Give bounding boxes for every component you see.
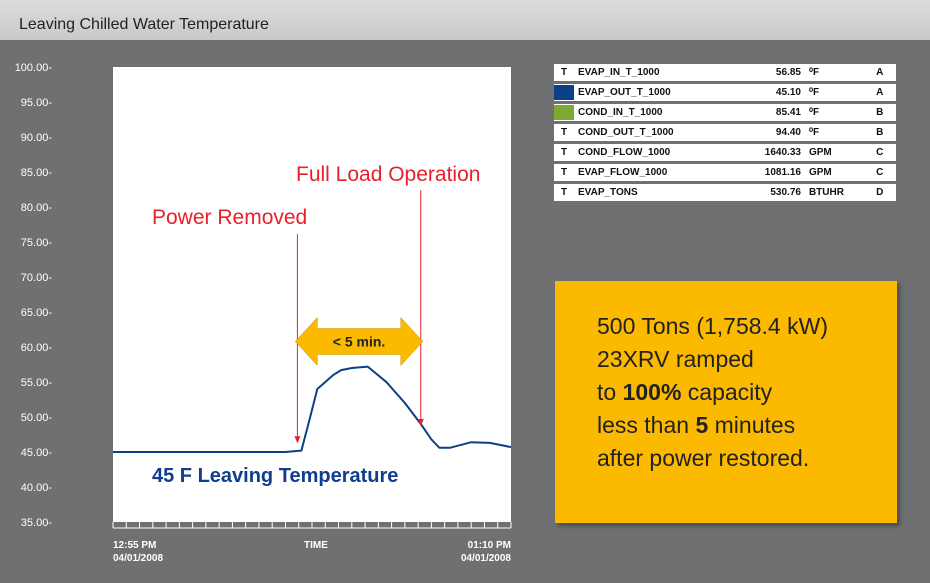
- annotation-leaving-temp: 45 F Leaving Temperature: [152, 465, 398, 487]
- y-tick-label: 65.00-: [21, 307, 53, 319]
- window-title: Leaving Chilled Water Temperature: [0, 0, 930, 40]
- y-axis: 100.00- 95.00- 90.00- 85.00- 80.00- 75.00- 70.…: [15, 62, 53, 529]
- legend-name: EVAP_TONS: [574, 184, 736, 201]
- legend-group: C: [872, 144, 896, 161]
- y-tick-label: 85.00-: [21, 167, 53, 179]
- legend-value: 94.40: [735, 124, 805, 141]
- legend-name: EVAP_IN_T_1000: [574, 64, 736, 81]
- legend-marker: T: [554, 144, 574, 161]
- legend-name: COND_IN_T_1000: [574, 104, 736, 121]
- callout-line-4: less than 5 minutes: [597, 412, 796, 438]
- y-tick-label: 35.00-: [21, 517, 53, 529]
- callout-line-1: 500 Tons (1,758.4 kW): [597, 313, 828, 339]
- x-end-date: 04/01/2008: [461, 553, 511, 564]
- x-start-date: 04/01/2008: [113, 553, 163, 564]
- duration-label: < 5 min.: [333, 334, 386, 350]
- legend-row: T EVAP_FLOW_1000 1081.16 GPM C: [554, 164, 896, 181]
- x-axis-label: TIME: [304, 540, 328, 551]
- legend-unit: ⁰F: [804, 124, 873, 141]
- callout-box: 500 Tons (1,758.4 kW) 23XRV ramped to 10…: [555, 281, 897, 523]
- legend-name: COND_FLOW_1000: [574, 144, 736, 161]
- legend-group: A: [872, 84, 896, 101]
- annotations-layer: Power Removed Full Load Operation 45 F Lea…: [152, 163, 480, 487]
- duration-arrow: [294, 316, 424, 367]
- y-tick-label: 55.00-: [21, 377, 53, 389]
- legend-marker: T: [554, 164, 574, 181]
- plot-area: [113, 67, 511, 522]
- legend-value: 85.41: [735, 104, 805, 121]
- legend-unit: GPM: [804, 164, 873, 181]
- power-removed-arrowhead: [294, 436, 301, 444]
- legend-value: 530.76: [735, 184, 805, 201]
- legend-name: EVAP_OUT_T_1000: [574, 84, 736, 101]
- callout-line-3: to 100% capacity: [597, 379, 773, 405]
- x-end-time: 01:10 PM: [468, 540, 511, 551]
- legend-marker: [554, 84, 574, 101]
- legend-unit: GPM: [804, 144, 873, 161]
- y-tick-label: 45.00-: [21, 447, 53, 459]
- y-tick-label: 95.00-: [21, 97, 53, 109]
- y-tick-label: 70.00-: [21, 272, 53, 284]
- legend-value: 45.10: [735, 84, 805, 101]
- legend-unit: ⁰F: [804, 64, 873, 81]
- legend-row: EVAP_OUT_T_1000 45.10 ⁰F A: [554, 84, 896, 101]
- callout-line-5: after power restored.: [597, 445, 810, 471]
- legend-row: T COND_OUT_T_1000 94.40 ⁰F B: [554, 124, 896, 141]
- y-tick-label: 80.00-: [21, 202, 53, 214]
- series-layer: [113, 365, 512, 453]
- y-tick-label: 50.00-: [21, 412, 53, 424]
- legend-value: 1640.33: [735, 144, 805, 161]
- y-tick-label: 60.00-: [21, 342, 53, 354]
- x-axis: [112, 522, 512, 529]
- y-tick-label: 75.00-: [21, 237, 53, 249]
- legend-marker: [554, 104, 574, 121]
- legend-value: 1081.16: [735, 164, 805, 181]
- legend-group: C: [872, 164, 896, 181]
- legend-group: D: [872, 184, 896, 201]
- x-axis-labels: 12:55 PM 04/01/2008 TIME 01:10 PM 04/01/…: [113, 540, 511, 564]
- legend-row: T EVAP_TONS 530.76 BTUHR D: [554, 184, 896, 201]
- legend-swatch: [554, 85, 574, 100]
- callout-highlight-minutes: 5: [695, 412, 709, 438]
- full-load-arrowhead: [417, 419, 424, 426]
- callout-highlight-percent: 100%: [622, 379, 682, 405]
- legend-row: T COND_FLOW_1000 1640.33 GPM C: [554, 144, 896, 161]
- legend-group: B: [872, 124, 896, 141]
- legend-group: A: [872, 64, 896, 81]
- y-tick-label: 40.00-: [21, 482, 53, 494]
- legend-name: EVAP_FLOW_1000: [574, 164, 736, 181]
- legend-group: B: [872, 104, 896, 121]
- legend-marker: T: [554, 124, 574, 141]
- legend-name: COND_OUT_T_1000: [574, 124, 736, 141]
- y-tick-label: 90.00-: [21, 132, 53, 144]
- legend-unit: ⁰F: [804, 104, 873, 121]
- legend-value: 56.85: [735, 64, 805, 81]
- series-line-evap-out: [113, 365, 512, 453]
- legend-unit: BTUHR: [804, 184, 873, 201]
- y-tick-label: 100.00-: [15, 62, 53, 74]
- x-start-time: 12:55 PM: [113, 540, 156, 551]
- legend-swatch: [554, 105, 574, 120]
- legend-table: T EVAP_IN_T_1000 56.85 ⁰F A EVAP_OUT_T_1000 45…: [554, 61, 896, 204]
- callout-line-2: 23XRV ramped: [597, 346, 754, 372]
- legend-marker: T: [554, 184, 574, 201]
- legend-marker: T: [554, 64, 574, 81]
- legend-row: COND_IN_T_1000 85.41 ⁰F B: [554, 104, 896, 121]
- legend-row: T EVAP_IN_T_1000 56.85 ⁰F A: [554, 64, 896, 81]
- annotation-power-removed: Power Removed: [152, 206, 307, 229]
- legend-unit: ⁰F: [804, 84, 873, 101]
- annotation-full-load: Full Load Operation: [296, 163, 480, 186]
